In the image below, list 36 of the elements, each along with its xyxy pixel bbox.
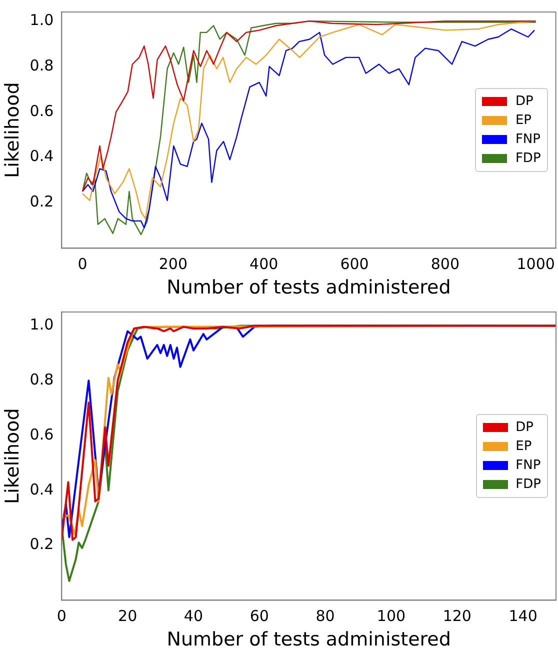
y-tick-label: 0.2 [30, 535, 54, 554]
y-tick-label: 0.2 [30, 192, 54, 211]
x-tick-label: 200 [158, 255, 188, 274]
x-tick-label: 1000 [516, 255, 555, 274]
y-tick-label: 1.0 [30, 10, 54, 29]
x-tick-label: 120 [442, 607, 472, 626]
y-tick-label: 0.6 [30, 425, 54, 444]
x-tick-label: 400 [250, 255, 278, 274]
x-tick-label: 140 [508, 607, 538, 626]
x-axis-title: Number of tests administered [166, 628, 451, 651]
x-tick-label: 60 [250, 607, 269, 626]
legend-label: FNP [515, 132, 540, 148]
y-axis-title: Likelihood [1, 82, 24, 178]
y-tick-label: 0.4 [30, 480, 54, 498]
legend-label: DP [516, 420, 534, 436]
legend-label: FNP [516, 458, 541, 474]
legend-label: FDP [516, 477, 541, 492]
legend-label: DP [515, 94, 534, 110]
y-tick-label: 0.8 [30, 370, 54, 389]
legend-label: FDP [515, 151, 541, 166]
y-tick-label: 0.6 [30, 102, 54, 120]
y-axis-title: Likelihood [1, 408, 24, 504]
x-tick-label: 20 [118, 607, 138, 626]
x-tick-label: 0 [78, 255, 88, 274]
x-tick-label: 800 [430, 255, 460, 274]
x-tick-label: 40 [184, 607, 204, 626]
x-tick-label: 600 [340, 255, 369, 274]
y-tick-label: 0.4 [30, 147, 54, 166]
y-tick-label: 1.0 [30, 316, 54, 334]
legend-label: EP [516, 439, 532, 454]
legend-label: EP [515, 113, 532, 128]
x-tick-label: 80 [316, 607, 335, 626]
y-tick-label: 0.8 [30, 56, 54, 74]
x-tick-label: 0 [56, 607, 66, 626]
x-tick-label: 100 [376, 607, 406, 626]
x-axis-title: Number of tests administered [166, 276, 451, 299]
